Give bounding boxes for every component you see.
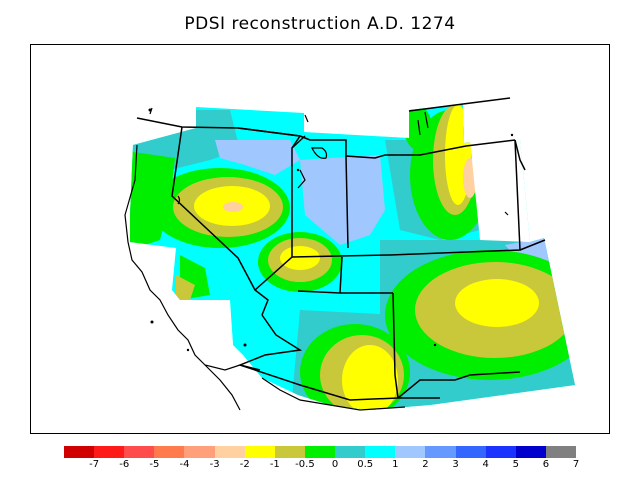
border-wyoming — [291, 155, 391, 258]
legend-swatch-14 — [485, 446, 517, 458]
legend-label-16: 7 — [572, 459, 580, 470]
border-idaho-montana — [291, 135, 516, 159]
field-yellow-utah — [280, 246, 320, 270]
island-5 — [243, 343, 247, 347]
legend-swatch-9 — [335, 446, 366, 458]
field-olive-ca — [176, 275, 195, 300]
lake-dakota — [504, 211, 509, 216]
legend-label-2: -5 — [149, 459, 160, 470]
border-california — [171, 126, 269, 316]
field-lightblue-idaho — [215, 140, 300, 175]
island-4 — [186, 348, 190, 352]
coast-pacific — [124, 144, 241, 371]
lake-flathead — [304, 114, 309, 123]
field-teal-sierra — [130, 110, 240, 260]
legend-swatch-0 — [64, 446, 95, 458]
legend-label-5: -2 — [239, 459, 250, 470]
legend-swatch-11 — [395, 446, 426, 458]
lake-yellowstone — [311, 147, 328, 159]
islands — [148, 108, 514, 352]
lake-michigan-ish — [417, 111, 429, 136]
map-frame — [30, 44, 610, 434]
legend-swatch-10 — [365, 446, 396, 458]
legend-label-1: -6 — [119, 459, 130, 470]
legend-label-12: 3 — [452, 459, 459, 470]
map-title: PDSI reconstruction A.D. 1274 — [184, 14, 456, 34]
border-south — [237, 314, 521, 401]
legend-label-6: -1 — [269, 459, 280, 470]
legend-swatch-5 — [214, 446, 246, 458]
state-borders — [136, 97, 546, 401]
legend-swatch-13 — [455, 446, 487, 458]
legend-swatch-2 — [124, 446, 155, 458]
legend-label-11: 2 — [422, 459, 429, 470]
white-gaps — [178, 140, 530, 345]
legend-label-8: 0 — [331, 459, 339, 470]
legend-swatch-1 — [94, 446, 125, 458]
field-lightblue-wyoming — [300, 155, 385, 245]
legend-label-15: 6 — [542, 459, 550, 470]
legend-swatch-7 — [274, 446, 306, 458]
field-green-mt-n — [404, 106, 432, 150]
white-gap-se-arizona — [178, 300, 233, 345]
coast-gulf-california — [261, 377, 406, 411]
legend-label-4: -3 — [209, 459, 220, 470]
legend-label-3: -4 — [179, 459, 190, 470]
legend-swatch-16 — [545, 446, 577, 458]
pdsi-field — [130, 104, 575, 410]
border-east — [514, 139, 546, 251]
field-yellow-se — [455, 279, 539, 327]
lake-great-salt — [297, 169, 306, 189]
legend-swatch-4 — [184, 446, 216, 458]
white-gap-east — [470, 140, 530, 242]
legend-label-7: -0.5 — [295, 459, 315, 470]
legend-label-10: 1 — [392, 459, 399, 470]
legend-label-14: 5 — [512, 459, 519, 470]
coast-baja — [204, 364, 241, 411]
island-3 — [296, 168, 300, 172]
legend-swatch-3 — [154, 446, 185, 458]
lake-tahoe — [177, 195, 181, 205]
legend-label-9: 0.5 — [357, 459, 374, 470]
island-6 — [433, 343, 437, 347]
border-mexico — [239, 364, 440, 399]
field-peach-nevada — [223, 202, 243, 212]
legend-swatch-12 — [425, 446, 457, 458]
legend-swatch-15 — [515, 446, 547, 458]
legend-swatch-8 — [304, 446, 336, 458]
coastline — [124, 144, 406, 411]
legend-label-0: -7 — [89, 459, 100, 470]
legend-swatch-6 — [244, 446, 276, 458]
island-2 — [510, 133, 514, 137]
island-7 — [150, 320, 154, 324]
legend-label-13: 4 — [482, 459, 489, 470]
color-legend — [64, 446, 577, 458]
border-utah-co — [297, 256, 393, 294]
island-1 — [148, 108, 152, 112]
field-yellow-az — [342, 345, 398, 410]
